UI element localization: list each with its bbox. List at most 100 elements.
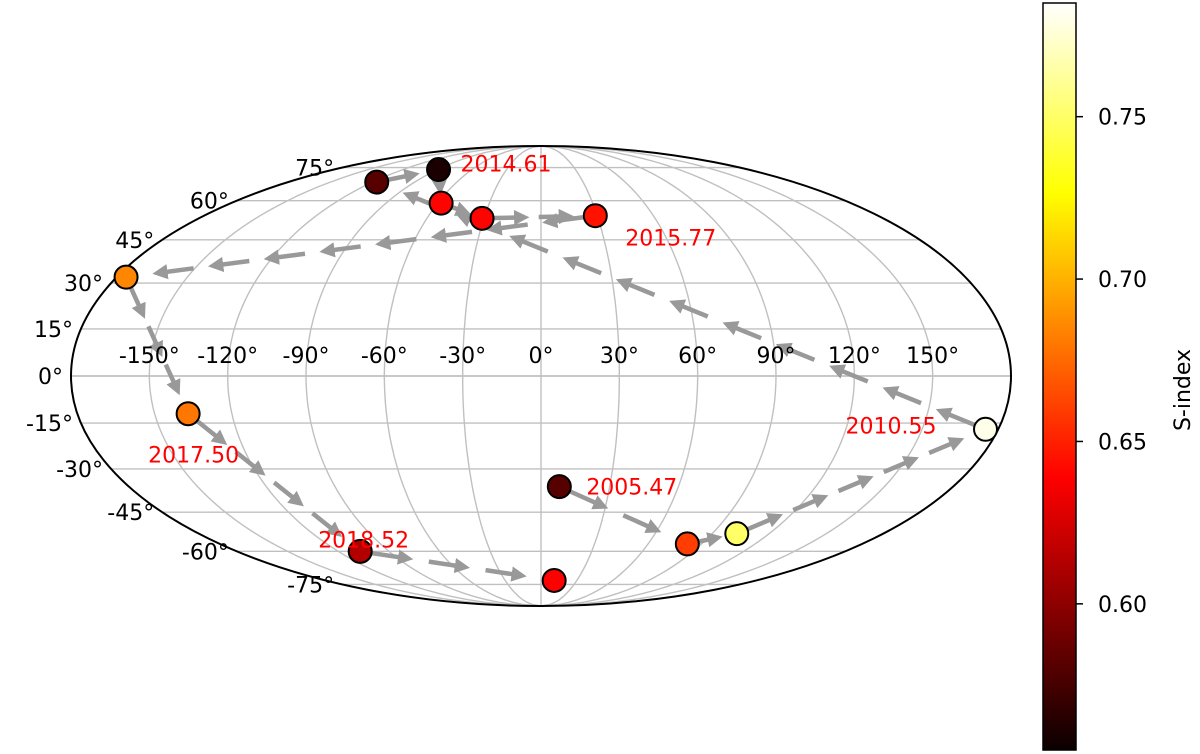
trajectory-arrow xyxy=(669,299,709,319)
data-points xyxy=(113,157,999,593)
trajectory-arrow xyxy=(837,475,874,494)
data-point xyxy=(113,264,139,290)
longitude-tick-label: -90° xyxy=(283,344,330,369)
colorbar-label: S-index xyxy=(1171,349,1196,431)
map-grid xyxy=(71,146,1011,606)
trajectory-arrow xyxy=(882,456,919,475)
trajectory-arrow xyxy=(388,168,420,184)
latitude-tick-label: 30° xyxy=(64,272,103,297)
trajectory-arrow xyxy=(428,557,470,574)
longitude-tick-label: 90° xyxy=(757,344,796,369)
data-point xyxy=(469,205,495,231)
latitude-tick-label: -15° xyxy=(26,412,73,437)
colorbar-tick-label: 0.60 xyxy=(1098,593,1147,618)
trajectory-arrow xyxy=(935,407,976,427)
point-annotations: 2005.47 2010.55 2014.61 2015.77 2017.50 2018.… xyxy=(148,153,936,554)
latitude-tick-label: -60° xyxy=(182,540,229,565)
trajectory-arrow xyxy=(163,363,181,396)
trajectory-arrow xyxy=(319,242,361,258)
data-point xyxy=(724,521,750,547)
latitude-tick-label: 0° xyxy=(38,365,63,390)
trajectory-arrow xyxy=(486,220,529,236)
trajectory-arrow xyxy=(928,437,965,456)
longitude-tick-label: -120° xyxy=(197,344,258,369)
trajectory-arrow xyxy=(272,480,304,507)
trajectory-arrow xyxy=(234,450,266,476)
point-annotation: 2015.77 xyxy=(625,227,716,252)
trajectory-arrow xyxy=(263,249,306,265)
data-point xyxy=(973,416,999,442)
trajectory-arrow xyxy=(430,227,473,243)
longitude-tick-label: -150° xyxy=(119,344,180,369)
grid-meridian xyxy=(462,146,542,606)
grid-meridian xyxy=(540,146,699,606)
point-annotation: 2014.61 xyxy=(461,153,552,178)
longitude-tick-label: -60° xyxy=(361,344,408,369)
data-point xyxy=(546,474,572,500)
trajectory-arrow xyxy=(371,549,414,565)
trajectory-arrow xyxy=(509,234,549,254)
data-point xyxy=(541,567,567,593)
longitude-tick-label: 150° xyxy=(906,344,959,369)
trajectory-arrow xyxy=(494,209,530,226)
longitude-tick-label: 0° xyxy=(529,344,554,369)
trajectory-arrow xyxy=(208,256,250,273)
trajectory-arrow xyxy=(882,386,922,406)
trajectory-arrow xyxy=(722,321,762,341)
longitude-tick-label: -30° xyxy=(439,344,486,369)
point-annotation: 2018.52 xyxy=(318,528,409,553)
latitude-tick-label: 15° xyxy=(34,318,73,343)
grid-meridian xyxy=(148,146,542,606)
trajectory-arrow xyxy=(196,419,228,446)
trajectory-arrow xyxy=(562,256,602,276)
latitude-tick-labels: 75° 60° 45° 30° 15° 0° -15° -30°-45° -60° -75° xyxy=(26,157,334,599)
point-annotation: 2017.50 xyxy=(148,444,239,469)
grid-meridian xyxy=(226,146,542,606)
colorbar-tick-label: 0.70 xyxy=(1098,268,1147,293)
colorbar-tick-label: 0.65 xyxy=(1098,430,1147,455)
grid-meridian xyxy=(540,146,934,606)
latitude-tick-label: 60° xyxy=(190,190,229,215)
trajectory-arrow xyxy=(146,325,163,357)
data-point xyxy=(347,538,373,564)
longitude-tick-label: 120° xyxy=(828,344,881,369)
trajectory-arrow xyxy=(622,513,662,534)
colorbar-gradient xyxy=(1042,2,1077,751)
trajectory-arrow xyxy=(569,489,609,510)
longitude-tick-label: 60° xyxy=(678,344,717,369)
trajectory-arrow xyxy=(829,364,869,384)
grid-meridian xyxy=(540,146,620,606)
data-point xyxy=(364,169,390,195)
trajectory-arrow xyxy=(615,277,656,297)
colorbar: 0.60 0.65 0.70 0.75 S-index xyxy=(1042,2,1196,751)
trajectory-arrow xyxy=(451,201,471,217)
trajectory-arrow xyxy=(792,494,829,513)
trajectory-arrow xyxy=(375,234,417,251)
trajectory-arrow xyxy=(311,511,343,537)
trajectory-arrow xyxy=(538,208,575,225)
point-annotation: 2010.55 xyxy=(846,414,937,439)
trajectory-arrow xyxy=(746,513,784,532)
longitude-tick-label: 30° xyxy=(600,344,639,369)
data-point xyxy=(582,203,608,229)
longitude-tick-labels: -150° -120° -90° -60° -30° 0° 30° 60° 90° 120° 150… xyxy=(119,344,959,369)
latitude-tick-label: 75° xyxy=(295,157,334,182)
data-point xyxy=(175,401,201,427)
trajectory-arrow xyxy=(128,287,146,319)
data-point xyxy=(428,190,454,216)
point-annotation: 2005.47 xyxy=(586,476,677,501)
data-point xyxy=(674,531,700,557)
latitude-tick-label: 45° xyxy=(115,229,154,254)
trajectory-paths xyxy=(128,168,976,582)
grid-meridian xyxy=(305,146,542,606)
latitude-tick-label: -75° xyxy=(287,573,334,598)
trajectory-arrow xyxy=(542,213,584,229)
trajectory-arrow xyxy=(152,264,194,280)
trajectory-arrow xyxy=(698,532,723,548)
trajectory-arrow xyxy=(775,342,816,362)
latitude-tick-label: -30° xyxy=(56,458,103,483)
colorbar-ticks: 0.60 0.65 0.70 0.75 xyxy=(1076,106,1147,618)
trajectory-arrow xyxy=(485,566,527,582)
map-boundary xyxy=(70,145,1012,607)
